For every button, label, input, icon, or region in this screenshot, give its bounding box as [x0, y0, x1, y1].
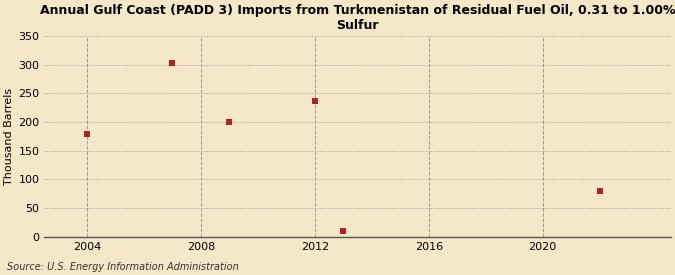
- Point: [338, 229, 349, 233]
- Point: [167, 61, 178, 65]
- Title: Annual Gulf Coast (PADD 3) Imports from Turkmenistan of Residual Fuel Oil, 0.31 : Annual Gulf Coast (PADD 3) Imports from …: [40, 4, 675, 32]
- Point: [82, 131, 92, 136]
- Text: Source: U.S. Energy Information Administration: Source: U.S. Energy Information Administ…: [7, 262, 238, 272]
- Point: [224, 120, 235, 124]
- Point: [594, 189, 605, 193]
- Point: [309, 99, 320, 104]
- Y-axis label: Thousand Barrels: Thousand Barrels: [4, 88, 14, 185]
